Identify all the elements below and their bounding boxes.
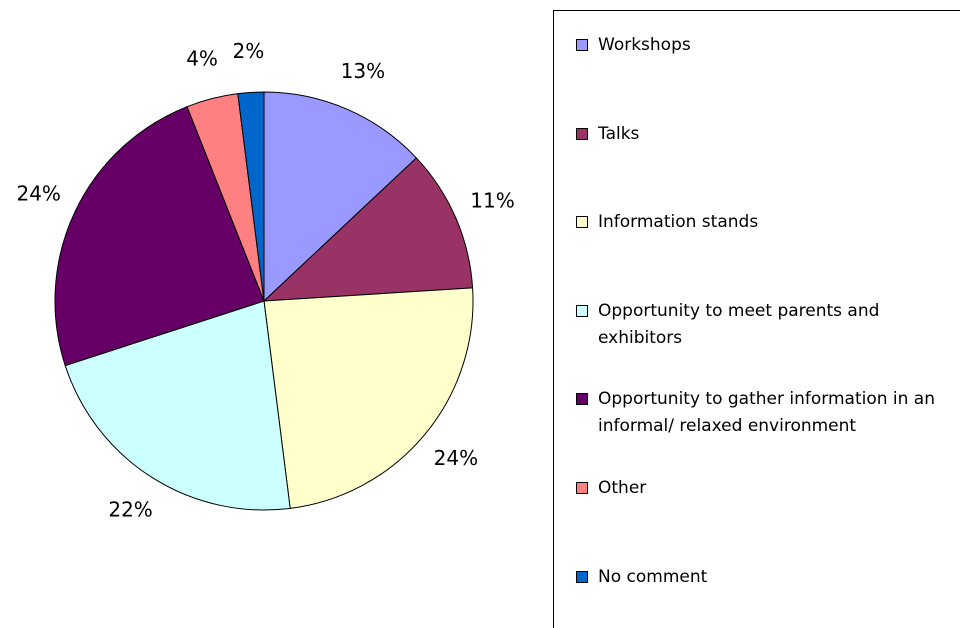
chart: 13% 11% 24% 22% 24% 4% 2% (16, 39, 514, 522)
pie-slice (54, 106, 265, 367)
pie-slice (263, 287, 474, 509)
legend-item: Opportunity to gather information in an … (576, 386, 956, 440)
legend-item: Talks (576, 121, 956, 148)
legend-label: Information stands (598, 212, 759, 233)
pie-slice (64, 300, 291, 511)
legend-label: Talks (598, 123, 640, 144)
pie-slice (263, 91, 418, 303)
legend-item: Workshops (576, 32, 956, 59)
legend-swatch (576, 39, 588, 51)
legend-item: Opportunity to meet parents and exhibito… (576, 298, 956, 352)
legend-item: No comment (576, 564, 956, 591)
legend-swatch (576, 393, 588, 406)
legend-item: Information stands (576, 209, 956, 236)
data-label: 24% (16, 181, 60, 205)
legend-label: No comment (598, 566, 708, 587)
data-label: 13% (341, 59, 385, 83)
legend-label: Other (598, 478, 647, 498)
data-label: 4% (186, 46, 218, 70)
data-label: 11% (470, 189, 514, 213)
legend-item: Other (576, 475, 956, 502)
pie-slice (262, 157, 474, 302)
legend-swatch (576, 216, 588, 229)
data-label: 22% (108, 498, 152, 522)
legend-swatch (576, 127, 588, 140)
pie-slice (237, 91, 265, 302)
legend-swatch (576, 570, 588, 583)
legend-label: Opportunity to meet parents and exhibito… (598, 300, 880, 348)
legend-label: Opportunity to gather information in an … (598, 389, 936, 437)
legend-label: Workshops (598, 35, 691, 55)
legend: Workshops Talks Information stands Opportun… (553, 10, 960, 628)
data-label: 24% (434, 446, 478, 470)
data-label: 2% (232, 39, 264, 63)
legend-swatch (576, 482, 588, 494)
legend-swatch (576, 304, 588, 317)
